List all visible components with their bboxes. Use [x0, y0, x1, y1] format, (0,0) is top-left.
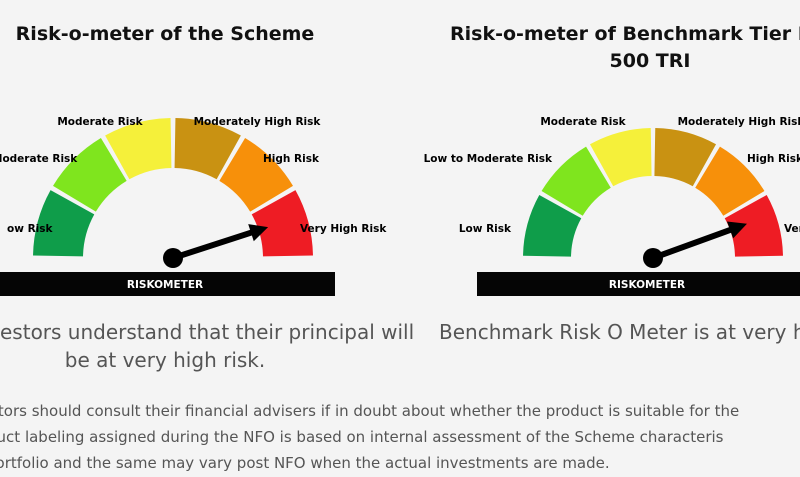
- needle-hub: [163, 248, 183, 268]
- gauge-segment-moderately-high: [174, 118, 241, 180]
- gauge-segment-low: [33, 190, 95, 257]
- gauge-label-high: High Risk: [263, 153, 320, 165]
- gauge-segment-very-high: [724, 194, 783, 257]
- gauge-label-low-to-moderate: Moderate Risk: [0, 153, 78, 165]
- gauge-segment-high: [219, 137, 294, 212]
- gauge-label-low: Low Risk: [459, 223, 512, 235]
- gauge-label-very-high: Ver: [784, 223, 800, 235]
- benchmark-riskometer-title: Risk-o-meter of Benchmark Tier I: N: [450, 23, 800, 45]
- gauge-segment-low-to-moderate: [541, 146, 611, 216]
- gauge-label-low: ow Risk: [7, 223, 54, 235]
- gauge-needle: [643, 221, 747, 268]
- gauge-arcs: [33, 118, 313, 257]
- gauge-label-moderately-high: Moderately High Risk: [678, 116, 800, 128]
- benchmark-riskometer: Low Risk Low to Moderate Risk Moderate R…: [405, 100, 800, 300]
- gauge-segment-moderately-high: [654, 128, 717, 187]
- needle-hub: [643, 248, 663, 268]
- disclaimer-line1: vestors should consult their financial a…: [0, 402, 740, 420]
- gauge-segment-moderate: [589, 128, 652, 187]
- needle-shaft: [172, 227, 258, 261]
- gauge-label-moderately-high: Moderately High Risk: [194, 116, 322, 128]
- gauge-arcs: [523, 128, 783, 257]
- gauge-segment-low-to-moderate: [52, 137, 127, 212]
- disclaimer-line2: roduct labeling assigned during the NFO …: [0, 428, 724, 446]
- needle-shaft: [651, 225, 737, 261]
- riskometer-bar: [0, 272, 335, 296]
- gauge-label-low-to-moderate: Low to Moderate Risk: [424, 153, 553, 165]
- riskometer-bar-label: RISKOMETER: [127, 279, 203, 291]
- benchmark-risk-caption: Benchmark Risk O Meter is at very high: [439, 320, 800, 344]
- disclaimer-line3: e portfolio and the same may vary post N…: [0, 454, 610, 472]
- gauge-segment-low: [523, 194, 582, 257]
- needle-arrowhead: [248, 224, 269, 242]
- gauge-segment-high: [695, 146, 765, 216]
- gauge-segment-very-high: [251, 190, 313, 257]
- gauge-needle: [163, 224, 269, 268]
- gauge-label-moderate: Moderate Risk: [57, 116, 143, 128]
- scheme-riskometer: ow Risk Moderate Risk Moderate Risk Mode…: [0, 100, 410, 300]
- gauge-label-high: High Risk: [747, 153, 800, 165]
- gauge-segment-moderate: [105, 118, 172, 180]
- scheme-riskometer-title: Risk-o-meter of the Scheme: [15, 23, 315, 45]
- benchmark-riskometer-title-line2: 500 TRI: [609, 50, 691, 72]
- gauge-label-moderate: Moderate Risk: [540, 116, 626, 128]
- needle-arrowhead: [726, 221, 747, 239]
- riskometer-bar: [477, 272, 800, 296]
- riskometer-bar-label: RISKOMETER: [609, 279, 685, 291]
- scheme-risk-caption-line2: be at very high risk.: [64, 348, 266, 372]
- scheme-risk-caption-line1: estors understand that their principal w…: [0, 320, 415, 344]
- gauge-label-very-high: Very High Risk: [300, 223, 387, 235]
